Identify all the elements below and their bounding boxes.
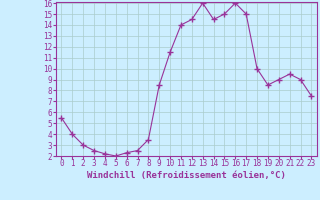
X-axis label: Windchill (Refroidissement éolien,°C): Windchill (Refroidissement éolien,°C) (87, 171, 286, 180)
